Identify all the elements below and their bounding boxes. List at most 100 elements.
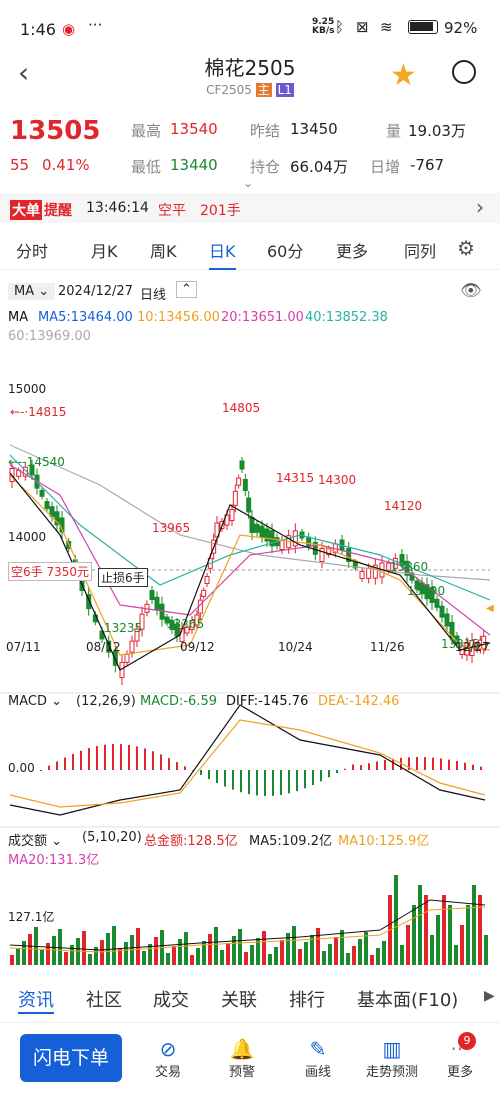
macd-bar bbox=[392, 758, 394, 770]
stop-loss-tag[interactable]: 止损6手 bbox=[98, 568, 148, 587]
macd-bar bbox=[448, 759, 450, 770]
expand-chevron-icon[interactable]: ⌄ bbox=[243, 176, 254, 190]
volume-bar bbox=[82, 931, 86, 965]
volume-bar bbox=[136, 928, 140, 965]
page-title: 棉花2505 bbox=[204, 56, 296, 80]
tab-weekly[interactable]: 周K bbox=[150, 242, 177, 261]
volume-bar bbox=[10, 955, 14, 965]
candle-body bbox=[246, 497, 252, 513]
price-change: 55 bbox=[10, 156, 30, 174]
tab-ranking[interactable]: 排行 bbox=[289, 990, 325, 1011]
indicator-select[interactable]: MA ⌄ bbox=[8, 283, 56, 300]
status-bar: 1:46 ◉ ··· 9.25 KB/s ᛒ ⊠ ≋ 92% bbox=[0, 0, 500, 44]
tab-related[interactable]: 关联 bbox=[221, 990, 257, 1011]
macd-bar bbox=[472, 764, 474, 770]
search-icon[interactable] bbox=[452, 60, 476, 84]
candle-body bbox=[86, 594, 92, 610]
battery-icon bbox=[408, 20, 438, 34]
last-price: 13505 bbox=[10, 116, 101, 146]
candle-body bbox=[254, 523, 260, 533]
flash-order-button[interactable]: 闪电下单 bbox=[20, 1034, 122, 1082]
forecast-icon: ▥ bbox=[382, 1037, 402, 1061]
volume-bar bbox=[16, 948, 20, 965]
volume-bar bbox=[358, 939, 362, 965]
pen-icon: ✎ bbox=[309, 1037, 327, 1061]
candle-body bbox=[174, 623, 180, 637]
diff-line bbox=[9, 704, 486, 816]
tab-monthly[interactable]: 月K bbox=[91, 242, 118, 261]
volume-select[interactable]: 成交额 ⌄ bbox=[8, 834, 63, 849]
volume-ytick: 127.1亿 bbox=[8, 910, 55, 924]
candle-body bbox=[184, 626, 190, 634]
collapse-up-icon[interactable]: ⌃ bbox=[176, 281, 197, 298]
back-icon[interactable]: ‹ bbox=[18, 56, 30, 89]
ma60-value: 60:13969.00 bbox=[8, 329, 91, 344]
tab-daily[interactable]: 日K bbox=[209, 238, 236, 270]
tab-fundamentals[interactable]: 基本面(F10) bbox=[357, 990, 459, 1011]
macd-bar bbox=[64, 757, 66, 770]
tab-trades[interactable]: 成交 bbox=[153, 990, 189, 1011]
candle-body bbox=[399, 554, 405, 566]
macd-bar bbox=[480, 766, 482, 770]
candle-body bbox=[139, 613, 145, 630]
macd-bar bbox=[72, 753, 74, 770]
macd-bar bbox=[360, 765, 362, 770]
kline-svg[interactable] bbox=[0, 345, 500, 975]
high-label: 最高 bbox=[131, 122, 162, 140]
prev-settle-label: 昨结 bbox=[250, 122, 281, 140]
forecast-label: 走势预测 bbox=[365, 1065, 418, 1080]
candle-body bbox=[249, 517, 255, 533]
tab-more[interactable]: 更多 bbox=[336, 242, 369, 261]
volume-bar bbox=[202, 941, 206, 965]
volume-ma10: MA10:125.9亿 bbox=[338, 834, 430, 849]
macd-bar bbox=[120, 744, 122, 770]
kline-period: 日线 bbox=[140, 288, 167, 303]
clock: 1:46 bbox=[20, 20, 56, 39]
volume-bar bbox=[256, 938, 260, 965]
alert-action: 空平 bbox=[158, 203, 186, 219]
nav-bar: ‹ 棉花2505 CF2505 主 L1 ★ bbox=[0, 44, 500, 106]
tab-news[interactable]: 资讯 bbox=[18, 986, 54, 1014]
volume-bar bbox=[406, 925, 410, 965]
macd-bar bbox=[200, 770, 202, 775]
candle-body bbox=[359, 571, 365, 579]
tab-60min[interactable]: 60分 bbox=[267, 242, 304, 261]
diff-value: DIFF:-145.76 bbox=[226, 694, 309, 709]
position-tag[interactable]: 空6手 7350元 bbox=[8, 562, 93, 581]
candle-body bbox=[149, 590, 155, 600]
volume-bar bbox=[178, 939, 182, 965]
macd-bar bbox=[344, 768, 346, 770]
big-order-alert[interactable]: 大单 提醒 13:46:14 空平 201手 › bbox=[0, 193, 500, 223]
candle-body bbox=[319, 548, 325, 562]
macd-bar bbox=[320, 770, 322, 782]
alert-button[interactable]: 🔔 预警 bbox=[212, 1037, 272, 1080]
volume-bar bbox=[322, 951, 326, 965]
tab-peer-list[interactable]: 同列 bbox=[404, 242, 437, 261]
volume-bar bbox=[268, 954, 272, 965]
ma5-value: MA5:13464.00 bbox=[38, 310, 133, 325]
draw-button[interactable]: ✎ 画线 bbox=[288, 1037, 348, 1080]
volume-bar bbox=[376, 948, 380, 965]
trade-button[interactable]: ⊘ 交易 bbox=[138, 1037, 198, 1080]
daily-increase-label: 日增 bbox=[370, 158, 401, 176]
scroll-right-icon[interactable]: ▶ bbox=[484, 988, 495, 1004]
chevron-right-icon[interactable]: › bbox=[476, 195, 484, 219]
macd-bar bbox=[280, 770, 282, 795]
macd-params: (12,26,9) bbox=[76, 694, 136, 709]
macd-select[interactable]: MACD ⌄ bbox=[8, 694, 62, 709]
draw-label: 画线 bbox=[304, 1065, 331, 1080]
ma20-value: 20:13651.00 bbox=[221, 310, 304, 325]
forecast-button[interactable]: ▥ 走势预测 bbox=[362, 1037, 422, 1080]
favorite-star-icon[interactable]: ★ bbox=[390, 58, 417, 93]
volume-ma5: MA5:109.2亿 bbox=[249, 834, 332, 849]
date-0711: 07/11 bbox=[6, 640, 41, 654]
volume-bar bbox=[238, 929, 242, 965]
tab-intraday[interactable]: 分时 bbox=[16, 242, 49, 261]
macd-bar bbox=[104, 744, 106, 770]
candle-body bbox=[312, 541, 318, 555]
eye-icon[interactable]: 👁 bbox=[460, 281, 482, 301]
settings-gear-icon[interactable]: ⚙ bbox=[457, 236, 475, 260]
tab-community[interactable]: 社区 bbox=[86, 990, 122, 1011]
candle-body bbox=[134, 628, 140, 642]
volume-bar bbox=[298, 949, 302, 965]
